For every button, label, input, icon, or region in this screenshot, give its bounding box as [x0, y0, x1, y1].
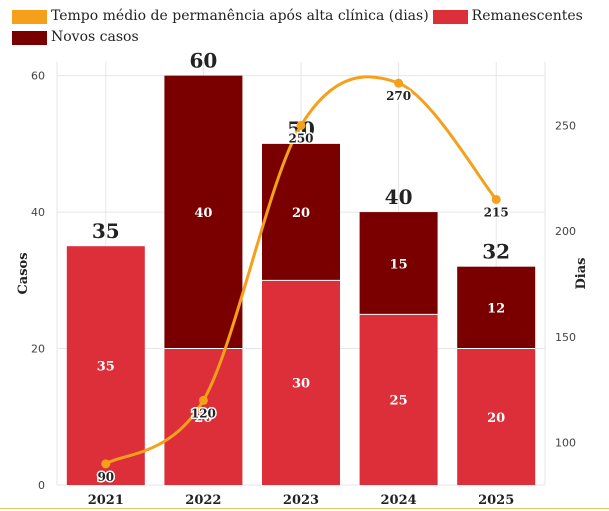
line-point	[101, 459, 111, 469]
line-point-label: 215	[484, 205, 509, 219]
line-point-label: 270	[386, 89, 411, 103]
bottom-divider	[0, 508, 609, 509]
legend-item-line[interactable]: Tempo médio de permanência após alta clí…	[12, 6, 429, 27]
line-point	[394, 78, 404, 88]
bar-label-novos: 20	[292, 206, 310, 221]
bar-novos	[164, 75, 243, 349]
x-tick-label: 2022	[185, 493, 221, 508]
line-point	[491, 194, 501, 204]
series-line-tempo	[104, 75, 498, 466]
legend-swatch-remanescentes	[432, 9, 468, 24]
bar-label-remanescentes: 30	[292, 377, 310, 392]
x-tick-label: 2021	[88, 493, 124, 508]
bar-remanescentes	[66, 246, 145, 485]
bar-label-novos: 40	[194, 206, 212, 221]
bar-total-label: 60	[189, 49, 217, 73]
y2-tick-label: 200	[555, 225, 576, 238]
bar-novos	[262, 143, 340, 281]
y-tick-label: 0	[38, 479, 45, 492]
bar-label-remanescentes: 35	[97, 360, 115, 375]
y-tick-label: 60	[31, 70, 45, 83]
legend-label-remanescentes: Remanescentes	[471, 8, 583, 24]
legend-label-novos: Novos casos	[51, 29, 139, 45]
bar-remanescentes	[359, 314, 438, 485]
bar-label-remanescentes: 20	[487, 411, 505, 426]
bar-remanescentes	[164, 348, 243, 485]
y-axis-title: Casos	[16, 252, 31, 294]
legend-swatch-line	[12, 9, 47, 24]
y-tick-label: 40	[31, 206, 45, 219]
bar-novos	[457, 266, 536, 349]
legend-label-line: Tempo médio de permanência após alta clí…	[51, 8, 429, 24]
y-tick-label: 20	[31, 343, 45, 356]
bar-label-novos: 12	[487, 302, 505, 317]
bar-remanescentes	[262, 280, 340, 485]
legend-swatch-novos	[12, 30, 47, 45]
line-point-label: 250	[288, 131, 313, 145]
legend: Tempo médio de permanência após alta clí…	[12, 6, 602, 48]
bar-label-remanescentes: 20	[194, 411, 212, 426]
line-point	[198, 395, 208, 405]
bar-total-label: 40	[385, 185, 413, 209]
x-tick-label: 2025	[478, 493, 514, 508]
line-point-label: 90	[97, 470, 114, 484]
y2-tick-label: 150	[555, 331, 576, 344]
x-tick-label: 2023	[283, 493, 319, 508]
bar-novos	[359, 212, 438, 315]
y2-axis-title: Dias	[574, 258, 589, 290]
legend-item-remanescentes[interactable]: Remanescentes	[432, 6, 583, 27]
bar-label-remanescentes: 25	[390, 394, 408, 409]
y2-tick-label: 100	[555, 437, 576, 450]
bar-total-label: 35	[92, 219, 120, 243]
legend-item-novos[interactable]: Novos casos	[12, 27, 139, 48]
bar-label-novos: 15	[390, 257, 408, 272]
line-point-label: 120	[191, 406, 216, 420]
line-point	[296, 120, 306, 130]
x-tick-label: 2024	[381, 493, 417, 508]
y2-tick-label: 250	[555, 119, 576, 132]
bar-total-label: 32	[482, 240, 510, 264]
bar-remanescentes	[457, 348, 536, 485]
